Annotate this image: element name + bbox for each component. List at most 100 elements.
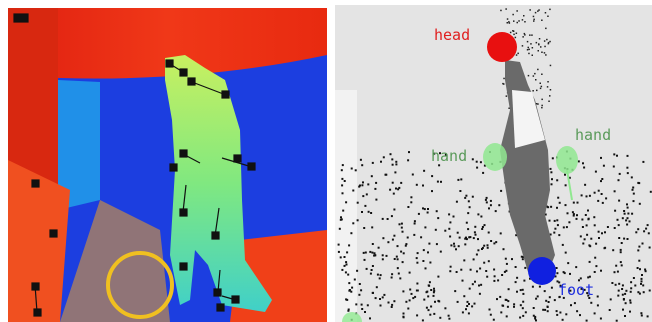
point: [558, 234, 560, 236]
foot-label: foot: [558, 281, 594, 299]
point: [348, 282, 350, 284]
point: [487, 244, 489, 246]
point: [483, 245, 485, 247]
point: [649, 247, 651, 249]
head-marker: [487, 32, 517, 62]
point: [429, 281, 431, 283]
point: [566, 226, 568, 228]
point: [640, 283, 642, 285]
point: [416, 184, 418, 186]
point: [414, 220, 416, 222]
point: [367, 183, 369, 185]
point: [621, 288, 623, 290]
point: [551, 178, 553, 180]
point: [400, 251, 402, 253]
point: [641, 278, 643, 280]
point: [358, 294, 360, 296]
point: [648, 232, 650, 234]
point: [507, 18, 509, 20]
point: [550, 206, 552, 208]
point: [385, 174, 387, 176]
point: [393, 235, 395, 237]
point: [375, 199, 377, 201]
point: [414, 223, 416, 225]
point: [347, 310, 349, 312]
point: [369, 251, 371, 253]
point: [481, 228, 483, 230]
point: [374, 252, 376, 254]
point: [532, 55, 534, 57]
point: [344, 265, 346, 267]
point: [587, 276, 589, 278]
point: [632, 187, 634, 189]
point: [585, 214, 587, 216]
point: [456, 201, 458, 203]
point: [372, 265, 374, 267]
point: [554, 228, 556, 230]
point: [567, 262, 569, 264]
point: [488, 207, 490, 209]
point: [500, 190, 502, 192]
point: [357, 219, 359, 221]
point: [382, 258, 384, 260]
point: [535, 298, 537, 300]
point: [412, 174, 414, 176]
point: [523, 280, 525, 282]
point: [338, 251, 340, 253]
point: [345, 201, 347, 203]
point: [495, 241, 497, 243]
point: [460, 178, 462, 180]
point: [398, 273, 400, 275]
point: [638, 246, 640, 248]
point: [533, 307, 535, 309]
point: [614, 271, 616, 273]
point: [586, 224, 588, 226]
point: [416, 283, 418, 285]
point: [344, 256, 346, 258]
point: [517, 22, 519, 24]
point: [548, 101, 550, 103]
point: [626, 224, 628, 226]
point: [507, 306, 509, 308]
point: [545, 300, 547, 302]
point: [395, 161, 397, 163]
point: [541, 99, 543, 101]
point: [522, 45, 524, 47]
point: [539, 38, 541, 40]
hand-label: hand: [575, 126, 611, 144]
point: [617, 219, 619, 221]
point: [541, 107, 543, 109]
point: [459, 237, 461, 239]
point: [479, 293, 481, 295]
point: [341, 178, 343, 180]
point: [382, 237, 384, 239]
point: [439, 317, 441, 319]
point: [529, 9, 531, 11]
point: [547, 306, 549, 308]
point: [620, 249, 622, 251]
point: [339, 228, 341, 230]
point: [513, 20, 515, 22]
point: [640, 312, 642, 314]
point: [519, 317, 521, 319]
point: [486, 201, 488, 203]
point: [397, 245, 399, 247]
point: [536, 90, 538, 92]
point: [489, 309, 491, 311]
point: [630, 302, 632, 304]
point: [417, 290, 419, 292]
point: [437, 276, 439, 278]
point: [475, 234, 477, 236]
point: [576, 214, 578, 216]
point: [422, 185, 424, 187]
point: [472, 158, 474, 160]
point: [397, 267, 399, 269]
point: [395, 163, 397, 165]
point: [483, 262, 485, 264]
point: [529, 34, 531, 36]
point: [579, 314, 581, 316]
point: [476, 167, 478, 169]
point: [360, 159, 362, 161]
point: [422, 207, 424, 209]
point: [393, 193, 395, 195]
